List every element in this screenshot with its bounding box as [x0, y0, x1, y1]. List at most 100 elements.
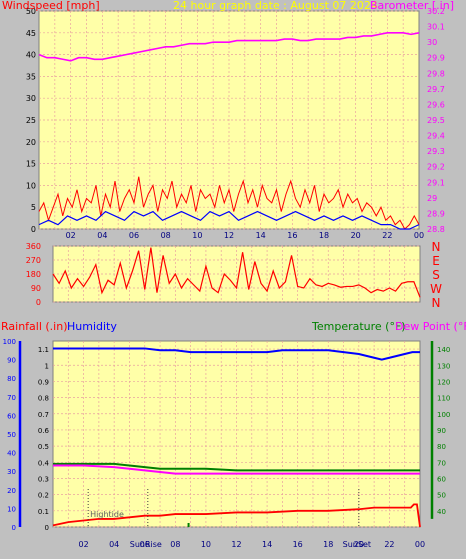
- wind-tick-label: 10: [26, 181, 36, 190]
- series-line-rainfall: [52, 503, 421, 528]
- temperature-tick-label: 60: [437, 475, 446, 483]
- compass-label: S: [432, 268, 440, 282]
- rain-tick-label: 0.3: [38, 475, 49, 483]
- barometer-tick-label: 29.8: [427, 69, 445, 78]
- rain-tick-label: 0.6: [38, 427, 50, 435]
- compass-label: N: [432, 240, 441, 254]
- barometer-tick-label: 29.9: [427, 54, 445, 63]
- humidity-tick-label: 70: [7, 394, 16, 402]
- direction-tick-label: 270: [26, 256, 41, 265]
- temperature-tick-label: 50: [437, 492, 446, 500]
- direction-plot-series: [52, 247, 421, 298]
- temperature-tick-label: 140: [437, 346, 450, 354]
- marker-label: SunRise: [130, 540, 162, 549]
- wind-tick-label: 50: [26, 7, 36, 16]
- wind-tick-label: 35: [26, 72, 36, 81]
- barometer-tick-label: 29.3: [427, 147, 445, 156]
- temperature-tick-label: 90: [437, 427, 446, 435]
- temperature-tick-label: 100: [437, 411, 450, 419]
- hour-tick-label: 08: [161, 231, 171, 240]
- temperature-tick-label: 130: [437, 362, 450, 370]
- hour-tick-label: 06: [129, 231, 139, 240]
- hour-tick-label: 14: [256, 231, 266, 240]
- barometer-tick-label: 29.4: [427, 132, 445, 141]
- series-line-wind-speed: [38, 210, 420, 230]
- humidity-tick-label: 100: [3, 338, 16, 346]
- compass-label: W: [430, 282, 442, 296]
- hour-tick-label: 00: [414, 231, 424, 240]
- wind-tick-label: 25: [26, 116, 36, 125]
- barometer-tick-label: 29.1: [427, 178, 445, 187]
- series-line-direction: [52, 247, 421, 298]
- climate-plot-grid: [53, 341, 420, 528]
- wind-title: Windspeed [mph]: [2, 0, 100, 12]
- rain-tick-label: 0.5: [38, 443, 49, 451]
- temperature-tick-label: 40: [437, 508, 446, 516]
- barometer-tick-label: 29.6: [427, 100, 445, 109]
- series-line-temperature: [53, 462, 420, 472]
- barometer-tick-label: 28.8: [427, 225, 445, 234]
- rain-tick-label: 0: [45, 524, 49, 532]
- direction-tick-label: 0: [36, 298, 41, 307]
- direction-tick-label: 180: [26, 270, 41, 279]
- barometer-tick-label: 29.7: [427, 85, 445, 94]
- temperature-tick-label: 80: [437, 443, 446, 451]
- temperature-tick-label: 70: [437, 459, 446, 467]
- hour-tick-label: 00: [415, 540, 425, 549]
- hour-tick-label: 12: [224, 231, 234, 240]
- climate-hour-axis: 02 04 06 08 10 12 14 16 18 20 22 00: [78, 540, 425, 549]
- humidity-tick-label: 50: [7, 431, 16, 439]
- hour-tick-label: 14: [262, 540, 272, 549]
- hour-tick-label: 06: [140, 540, 150, 549]
- wind-plot-series: [38, 31, 420, 230]
- hour-tick-label: 02: [78, 540, 88, 549]
- series-line-dew-point: [53, 464, 420, 475]
- barometer-tick-label: 30: [427, 38, 437, 47]
- wind-tick-label: 0: [31, 225, 36, 234]
- barometer-right-axis: 28.8 28.9 29 29.1 29.2 29.3 29.4 29.5 29.6 29.7 29…: [427, 7, 445, 234]
- humidity-title: Humidity: [67, 320, 117, 333]
- hour-tick-label: 16: [293, 540, 303, 549]
- marker-label: SunSet: [343, 540, 371, 549]
- series-line-wind-gust: [38, 176, 420, 230]
- hour-tick-label: 20: [354, 540, 364, 549]
- compass-label: E: [432, 254, 440, 268]
- rain-tick-label: 0.8: [38, 395, 49, 403]
- temperature-right-axis: 40 50 60 70 80 90 100 110 120 130 140: [430, 341, 450, 519]
- graph-date-title: 24 hour graph date : August 07 2024: [173, 0, 378, 12]
- wind-left-axis: 0 5 10 15 20 25 30 35 40 45 50: [26, 7, 36, 234]
- direction-plot-grid: [53, 245, 420, 303]
- hour-tick-label: 12: [231, 540, 241, 549]
- wind-tick-label: 20: [26, 138, 36, 147]
- barometer-tick-label: 28.9: [427, 209, 445, 218]
- hour-tick-label: 22: [382, 231, 392, 240]
- barometer-title: Barometer [.in]: [370, 0, 454, 12]
- barometer-tick-label: 30.1: [427, 23, 445, 32]
- series-line-humidity: [53, 347, 420, 361]
- hour-tick-label: 04: [109, 540, 119, 549]
- dewpoint-title: Dew Point (°F): [395, 320, 466, 333]
- marker-label: Hightide: [90, 510, 124, 519]
- rain-tick-label: 0.9: [38, 378, 49, 386]
- sun-markers: Hightide SunRise SunSet: [87, 489, 371, 549]
- small-rain-mark: [187, 523, 190, 527]
- rain-left-axis: 0 0.1 0.2 0.3 0.4 0.5 0.6 0.7 0.8 0.9 1 1.1: [38, 346, 50, 532]
- hour-tick-label: 08: [170, 540, 180, 549]
- hour-tick-label: 02: [66, 231, 76, 240]
- climate-plot-series: [52, 347, 421, 528]
- temperature-tick-label: 110: [437, 395, 450, 403]
- humidity-tick-label: 90: [7, 357, 16, 365]
- humidity-tick-label: 0: [12, 524, 16, 532]
- barometer-tick-label: 29: [427, 194, 437, 203]
- wind-tick-label: 40: [26, 51, 36, 60]
- rain-tick-label: 0.4: [38, 459, 50, 467]
- wind-plot-grid: [39, 10, 419, 230]
- humidity-tick-label: 40: [7, 450, 16, 458]
- wind-tick-label: 15: [26, 160, 36, 169]
- humidity-tick-label: 10: [7, 505, 16, 513]
- rain-tick-label: 1: [45, 362, 49, 370]
- temperature-tick-label: 120: [437, 378, 450, 386]
- direction-tick-label: 360: [26, 242, 41, 251]
